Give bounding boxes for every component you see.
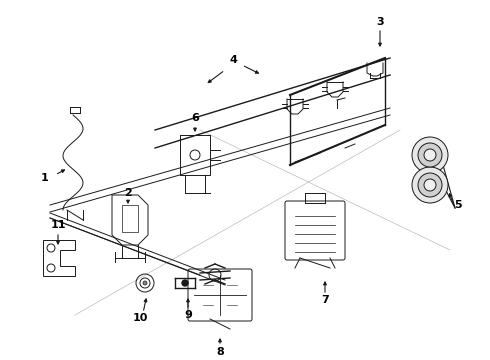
Circle shape [418, 143, 442, 167]
Circle shape [412, 167, 448, 203]
Text: 6: 6 [191, 113, 199, 123]
Circle shape [182, 280, 188, 286]
Text: 10: 10 [132, 313, 147, 323]
Text: 2: 2 [124, 188, 132, 198]
Text: 1: 1 [41, 173, 49, 183]
Circle shape [143, 281, 147, 285]
Circle shape [412, 137, 448, 173]
Text: 3: 3 [376, 17, 384, 27]
Polygon shape [122, 205, 138, 232]
Text: 8: 8 [216, 347, 224, 357]
Text: 7: 7 [321, 295, 329, 305]
Text: 11: 11 [50, 220, 66, 230]
Circle shape [424, 179, 436, 191]
Text: 5: 5 [454, 200, 462, 210]
Circle shape [424, 149, 436, 161]
Circle shape [418, 173, 442, 197]
Text: 4: 4 [229, 55, 237, 65]
Circle shape [190, 150, 200, 160]
Text: 9: 9 [184, 310, 192, 320]
